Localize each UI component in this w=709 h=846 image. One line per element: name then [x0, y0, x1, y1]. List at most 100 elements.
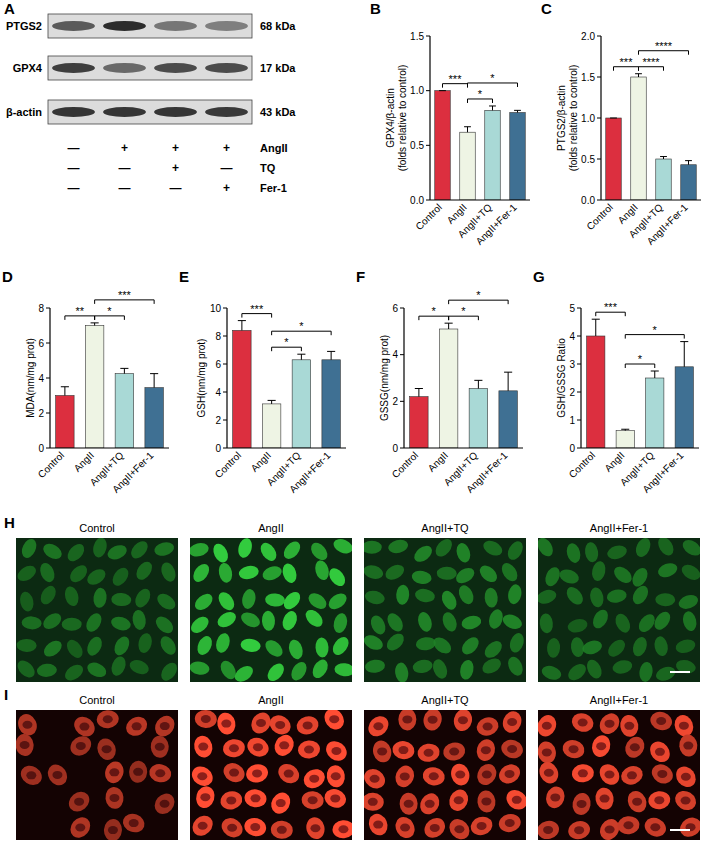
panel-letter: H	[4, 514, 15, 531]
y-tick-label: 2.0	[581, 31, 595, 42]
y-tick-label: 8	[38, 303, 44, 314]
image-background	[190, 710, 352, 840]
bar	[646, 378, 664, 448]
y-tick-label: 2	[215, 415, 221, 426]
cell	[222, 738, 246, 759]
cell	[654, 664, 677, 682]
y-tick-label: 0.0	[581, 195, 595, 206]
y-tick-label: 0	[569, 443, 575, 454]
cell	[605, 637, 628, 660]
cell	[297, 740, 320, 759]
cell	[157, 634, 178, 658]
bar	[85, 326, 103, 449]
cell	[281, 538, 304, 562]
cell	[368, 613, 388, 637]
cell	[394, 662, 410, 682]
y-tick	[577, 448, 581, 449]
y-axis-title: (folds relative to control)	[397, 65, 408, 172]
cell	[581, 638, 604, 656]
cell-nucleus	[155, 769, 165, 777]
micrograph	[538, 710, 700, 840]
cell-nucleus	[505, 770, 515, 778]
cell	[679, 734, 698, 757]
y-tick	[223, 364, 227, 365]
cell	[364, 792, 384, 811]
cell	[232, 663, 256, 682]
cell-nucleus	[227, 824, 237, 832]
cell	[287, 638, 305, 661]
image-title: AngII	[258, 694, 284, 706]
x-tick-label: AngII+Fer-1	[640, 449, 686, 495]
cell	[676, 814, 700, 840]
cell-nucleus	[277, 826, 287, 834]
cell	[64, 637, 86, 661]
x-axis	[601, 199, 701, 200]
cell	[109, 654, 128, 677]
cell	[366, 811, 391, 838]
bar	[469, 389, 487, 449]
scale-bar	[670, 671, 690, 673]
cell	[92, 587, 107, 608]
cell	[288, 659, 309, 682]
cell	[546, 637, 560, 658]
sig-label: *	[461, 305, 466, 317]
cell	[630, 583, 652, 607]
panel-letter: I	[4, 686, 8, 703]
cell	[240, 638, 262, 654]
cell	[300, 765, 328, 791]
cell	[415, 636, 436, 651]
cell	[215, 589, 237, 613]
cell	[571, 763, 595, 783]
cell	[619, 714, 640, 738]
cell	[480, 656, 504, 677]
cell	[280, 609, 300, 632]
image-background	[190, 538, 352, 682]
cell-nucleus	[681, 796, 691, 804]
cell	[104, 786, 124, 810]
y-tick	[46, 378, 50, 379]
cell	[383, 562, 407, 583]
cell	[452, 710, 474, 733]
y-tick-label: 5	[569, 303, 575, 314]
image-background	[364, 538, 526, 682]
plot-area	[56, 323, 164, 448]
bar	[681, 165, 697, 200]
cell	[265, 593, 286, 608]
cell-nucleus	[596, 742, 606, 750]
sig-label: *	[299, 320, 304, 332]
cell	[421, 765, 446, 787]
y-tick	[46, 413, 50, 414]
y-tick	[597, 118, 601, 119]
sig-label: *	[432, 305, 437, 317]
treatment-sign: +	[172, 141, 179, 155]
cell	[326, 590, 350, 612]
cell-nucleus	[329, 715, 339, 723]
cell	[96, 710, 119, 729]
cell	[416, 790, 443, 818]
y-tick-label: 0	[38, 443, 44, 454]
cell	[128, 657, 151, 677]
bar	[510, 113, 526, 200]
x-tick-label: AngII+Fer-1	[464, 449, 510, 495]
bar	[631, 77, 647, 200]
cell	[94, 736, 118, 763]
y-tick	[577, 364, 581, 365]
cell-nucleus	[404, 800, 414, 808]
cell	[508, 631, 526, 654]
y-axis-title: GSSG(nm/mg prot)	[379, 335, 390, 421]
cell	[331, 538, 352, 556]
error-bar	[327, 351, 335, 359]
cell-nucleus	[604, 770, 614, 778]
cell	[594, 786, 616, 811]
cell-nucleus	[310, 824, 320, 832]
cell	[16, 733, 35, 756]
chart-panel: 0.00.51.01.5ControlAngIIAngII+TQAngII+Fe…	[385, 31, 530, 247]
cell-nucleus	[477, 822, 487, 830]
cell	[236, 538, 254, 559]
cell-nucleus	[108, 826, 118, 834]
cell-nucleus	[198, 743, 208, 751]
cell	[304, 815, 327, 840]
cell-nucleus	[430, 824, 440, 832]
cell	[62, 618, 82, 631]
sig-label: ****	[655, 40, 673, 52]
